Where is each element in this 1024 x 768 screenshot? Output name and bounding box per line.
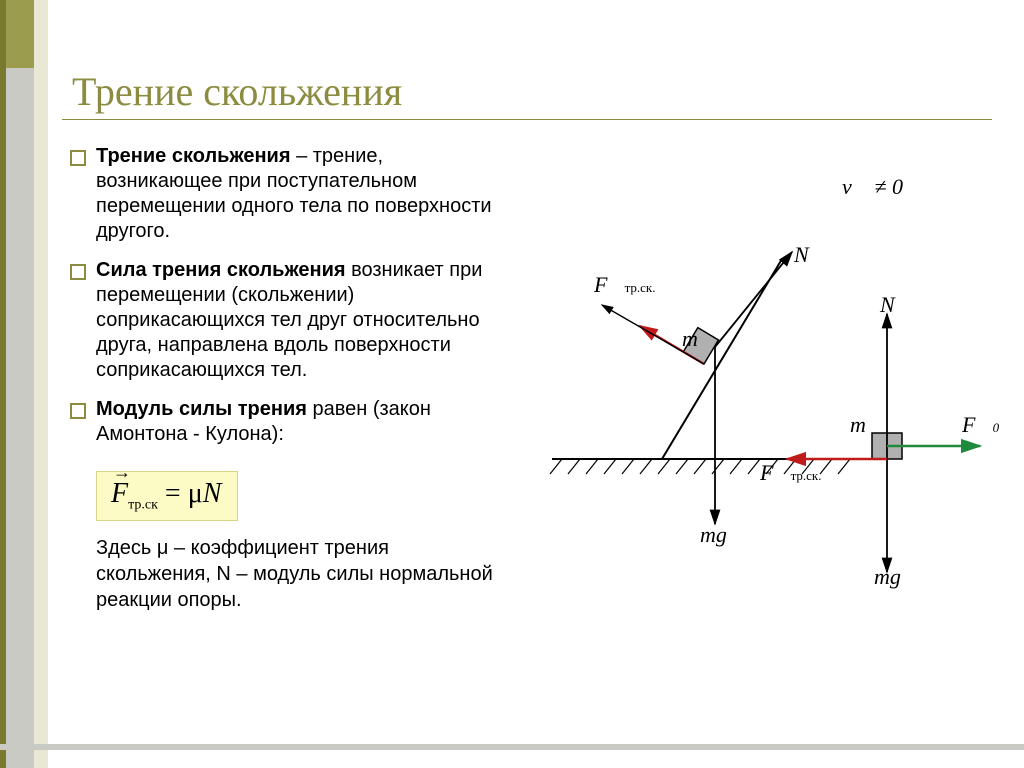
friction-diagram: v⃗ ≠ 0 F⃗тр.ск. N⃗ m mg⃗ N⃗ m mg⃗ F⃗0 F⃗… bbox=[532, 164, 992, 584]
sidebar-stripe-cream bbox=[34, 0, 48, 768]
bullet-1-lead: Трение скольжения bbox=[96, 145, 291, 167]
label-mg-flat: mg⃗ bbox=[874, 564, 918, 590]
text-column: Трение скольжения – трение, возникающее … bbox=[62, 144, 502, 613]
label-mg-incline: mg⃗ bbox=[700, 522, 744, 548]
formula-box: Fтр.ск = μN bbox=[96, 471, 238, 521]
label-F0: F⃗0 bbox=[962, 412, 999, 438]
bullet-list: Трение скольжения – трение, возникающее … bbox=[70, 144, 502, 447]
sidebar-accent-block bbox=[6, 0, 34, 68]
bullet-item-2: Сила трения скольжения возникает при пер… bbox=[70, 258, 502, 383]
label-Ftr-incline-sub: тр.ск. bbox=[625, 280, 656, 295]
label-m-incline: m bbox=[682, 326, 698, 352]
bullet-2-lead: Сила трения скольжения bbox=[96, 259, 346, 281]
bullet-item-1: Трение скольжения – трение, возникающее … bbox=[70, 144, 502, 244]
title-underline bbox=[62, 119, 992, 120]
label-N-incline: N⃗ bbox=[794, 242, 826, 268]
label-m-flat: m bbox=[850, 412, 866, 438]
content-area: Трение скольжения Трение скольжения – тр… bbox=[62, 0, 1024, 768]
label-Ftr-incline: F⃗тр.ск. bbox=[594, 272, 656, 298]
diagram-svg bbox=[532, 164, 992, 584]
formula-lhs-sub: тр.ск bbox=[128, 498, 158, 513]
label-vneq0: v⃗ ≠ 0 bbox=[842, 174, 903, 200]
label-F0-sym: F⃗ bbox=[962, 412, 993, 437]
formula-caption: Здесь μ – коэффициент трения скольжения,… bbox=[96, 535, 502, 613]
formula-eq: = μ bbox=[158, 478, 203, 509]
page-title: Трение скольжения bbox=[72, 68, 1024, 115]
formula-rhs-N: N bbox=[203, 478, 222, 509]
label-F0-sub: 0 bbox=[993, 420, 1000, 435]
bullet-3-lead: Модуль силы трения bbox=[96, 398, 307, 420]
label-Ftr-flat: F⃗тр.ск. bbox=[760, 460, 822, 486]
label-Ftr-flat-sym: F⃗ bbox=[760, 460, 791, 485]
label-Ftr-incline-sym: F⃗ bbox=[594, 272, 625, 297]
bullet-item-3: Модуль силы трения равен (закон Амонтона… bbox=[70, 397, 502, 447]
sidebar-stripe-grey bbox=[6, 0, 34, 768]
diagram-column: v⃗ ≠ 0 F⃗тр.ск. N⃗ m mg⃗ N⃗ m mg⃗ F⃗0 F⃗… bbox=[502, 144, 992, 613]
formula-lhs-F: F bbox=[111, 478, 128, 510]
two-column-layout: Трение скольжения – трение, возникающее … bbox=[62, 144, 1002, 613]
footer-rule bbox=[0, 744, 1024, 750]
label-Ftr-flat-sub: тр.ск. bbox=[791, 468, 822, 483]
label-N-flat: N⃗ bbox=[880, 292, 912, 318]
